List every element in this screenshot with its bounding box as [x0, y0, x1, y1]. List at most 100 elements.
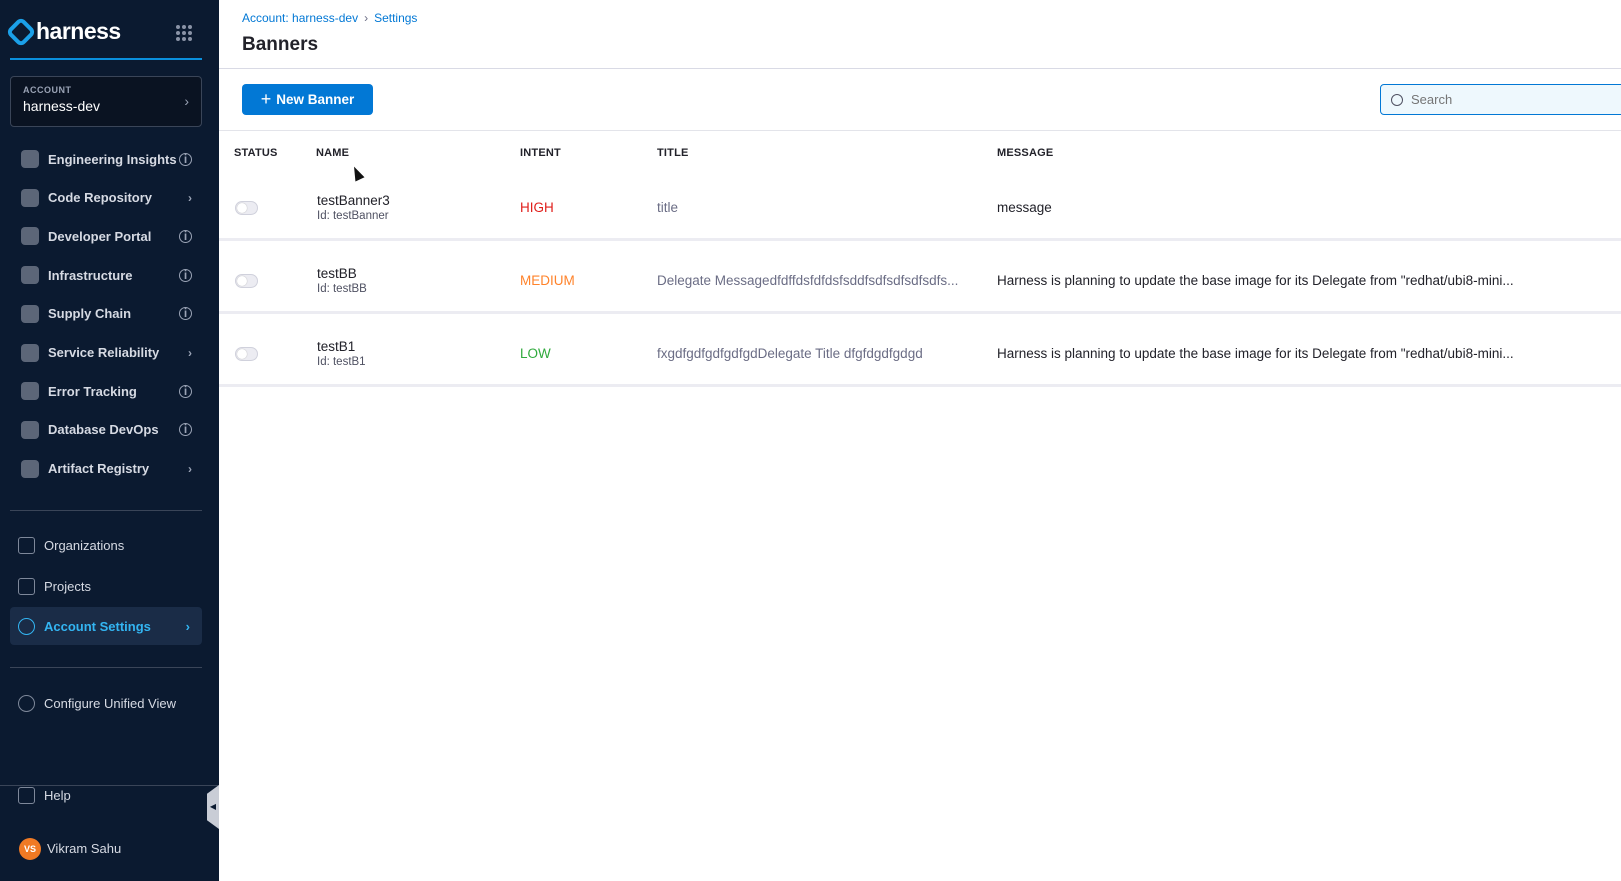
module-icon — [21, 304, 39, 323]
chevron-right-icon: › — [188, 461, 192, 476]
breadcrumb-account[interactable]: Account: harness-dev — [242, 11, 359, 25]
app-grid-icon[interactable] — [176, 25, 192, 41]
sidebar-item-artifact-registry[interactable]: Artifact Registry › — [10, 451, 202, 487]
banner-id: Id: testBB — [317, 283, 367, 295]
sidebar-item-organizations[interactable]: Organizations — [10, 526, 202, 564]
user-name[interactable]: Vikram Sahu — [47, 841, 122, 856]
divider — [10, 58, 202, 60]
info-icon[interactable]: i — [179, 384, 192, 398]
table-row[interactable]: testBanner3 Id: testBanner HIGH title messag… — [219, 175, 1621, 241]
intent-badge: MEDIUM — [520, 273, 575, 288]
banner-id: Id: testBanner — [317, 210, 389, 222]
header-message: MESSAGE — [997, 147, 1054, 159]
info-icon[interactable]: i — [179, 229, 192, 243]
label: Infrastructure — [48, 267, 133, 283]
header-status: STATUS — [234, 147, 278, 159]
sidebar-item-developer-portal[interactable]: Developer Portal i — [10, 218, 202, 254]
button-label: New Banner — [276, 92, 355, 107]
sidebar-item-error-tracking[interactable]: Error Tracking i — [10, 373, 202, 409]
harness-logo[interactable]: harness — [5, 15, 121, 48]
logo-text: harness — [36, 18, 121, 44]
info-icon[interactable]: i — [179, 152, 192, 166]
label: Organizations — [44, 537, 125, 553]
info-icon[interactable]: i — [179, 307, 192, 321]
help-icon — [18, 786, 35, 804]
module-icon — [21, 343, 39, 362]
label: Developer Portal — [48, 228, 152, 244]
table-row[interactable]: testB1 Id: testB1 LOW fxgdfgdfgdfgdfgdDeleg… — [219, 321, 1621, 387]
sidebar-item-database-devops[interactable]: Database DevOps i — [10, 412, 202, 448]
harness-logo-icon — [5, 15, 37, 48]
sidebar-item-code-repository[interactable]: Code Repository › — [10, 180, 202, 216]
account-switcher[interactable]: ACCOUNT harness-dev › — [10, 76, 202, 127]
banner-message: Harness is planning to update the base i… — [997, 273, 1514, 288]
account-name: harness-dev — [23, 98, 101, 114]
label: Database DevOps — [48, 422, 159, 438]
breadcrumb-settings[interactable]: Settings — [374, 11, 418, 25]
sidebar-item-help[interactable]: Help — [10, 776, 202, 814]
module-icon — [21, 150, 39, 168]
collapse-sidebar-button[interactable]: ◀ — [207, 785, 219, 829]
organizations-icon — [18, 536, 35, 554]
page-title: Banners — [242, 34, 319, 55]
label: Help — [44, 787, 71, 803]
label: Configure Unified View — [44, 695, 176, 711]
label: Code Repository — [48, 190, 153, 206]
chevron-right-icon: › — [185, 618, 190, 634]
sidebar-item-engineering-insights[interactable]: Engineering Insights i — [10, 141, 202, 177]
plus-icon: + — [260, 89, 272, 109]
module-icon — [21, 227, 39, 246]
module-icon — [21, 420, 39, 439]
sidebar-item-service-reliability[interactable]: Service Reliability › — [10, 335, 202, 371]
status-toggle[interactable] — [235, 347, 258, 361]
banner-id: Id: testB1 — [317, 356, 366, 368]
label: Artifact Registry — [48, 461, 150, 477]
status-toggle[interactable] — [235, 274, 258, 288]
breadcrumb: Account: harness-dev › Settings — [242, 11, 417, 25]
account-label: ACCOUNT — [23, 85, 72, 95]
sidebar: harness ACCOUNT harness-dev › Engineerin… — [0, 0, 219, 881]
banner-name: testB1 — [317, 339, 356, 354]
banner-title: fxgdfgdfgdfgdfgdDelegate Title dfgfdgdfg… — [657, 346, 923, 361]
module-icon — [21, 459, 39, 478]
header-intent: INTENT — [520, 147, 561, 159]
sidebar-item-infrastructure[interactable]: Infrastructure i — [10, 257, 202, 293]
divider — [0, 785, 219, 786]
new-banner-button[interactable]: + New Banner — [242, 84, 373, 115]
search-box[interactable] — [1380, 84, 1621, 115]
banner-name: testBanner3 — [317, 193, 390, 208]
header-title: TITLE — [657, 147, 689, 159]
divider — [10, 667, 202, 668]
module-icon — [21, 188, 39, 207]
chevron-right-icon: › — [184, 93, 189, 109]
info-icon[interactable]: i — [179, 268, 192, 282]
sidebar-item-account-settings[interactable]: Account Settings › — [10, 607, 202, 645]
projects-icon — [18, 577, 35, 595]
info-icon[interactable]: i — [179, 423, 192, 437]
divider — [10, 510, 202, 511]
banner-title: title — [657, 200, 679, 215]
label: Projects — [44, 578, 91, 594]
banner-name: testBB — [317, 266, 357, 281]
chevron-right-icon: › — [188, 345, 192, 360]
sidebar-item-supply-chain[interactable]: Supply Chain i — [10, 296, 202, 332]
chevron-right-icon: › — [188, 190, 192, 205]
avatar[interactable]: VS — [19, 838, 41, 860]
label: Error Tracking — [48, 383, 137, 399]
main-content: Account: harness-dev › Settings Banners + N… — [219, 0, 1621, 881]
header-name[interactable]: NAME — [316, 147, 350, 159]
table-row[interactable]: testBB Id: testBB MEDIUM Delegate Messagedf… — [219, 248, 1621, 314]
status-toggle[interactable] — [235, 201, 258, 215]
intent-badge: LOW — [520, 346, 551, 361]
banner-message: message — [997, 200, 1052, 215]
sidebar-item-configure-unified-view[interactable]: Configure Unified View — [10, 684, 202, 722]
label: Supply Chain — [48, 306, 132, 322]
divider — [219, 130, 1621, 131]
search-input[interactable] — [1411, 92, 1587, 107]
banner-message: Harness is planning to update the base i… — [997, 346, 1514, 361]
configure-icon — [18, 694, 35, 712]
sidebar-item-projects[interactable]: Projects — [10, 567, 202, 605]
label: Engineering Insights — [48, 151, 177, 167]
label: Account Settings — [44, 618, 151, 634]
intent-badge: HIGH — [520, 200, 554, 215]
